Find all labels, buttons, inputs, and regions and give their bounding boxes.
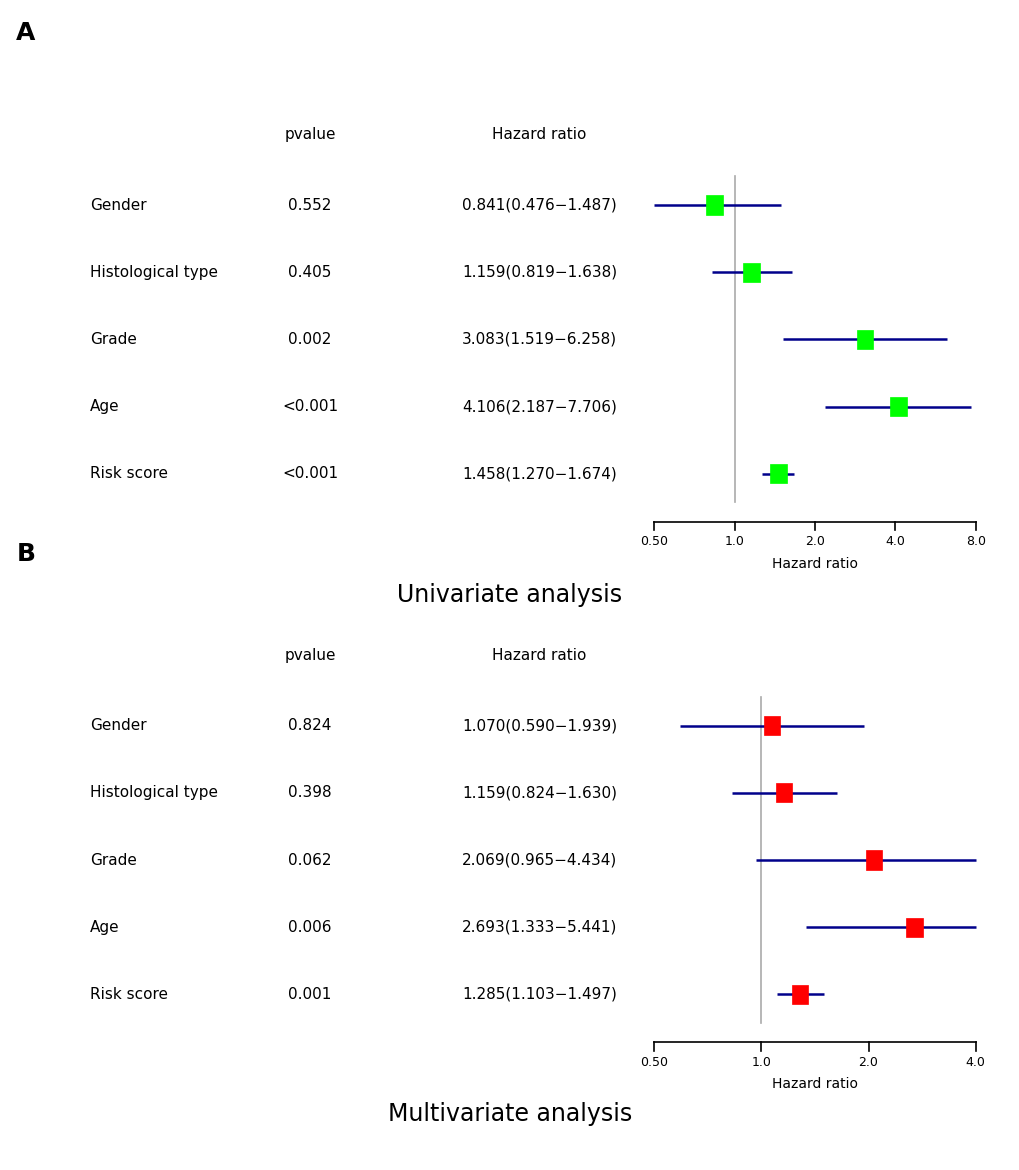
Text: 2.069(0.965−4.434): 2.069(0.965−4.434) xyxy=(462,853,616,867)
Text: pvalue: pvalue xyxy=(284,128,335,143)
Text: 4.106(2.187−7.706): 4.106(2.187−7.706) xyxy=(462,399,616,414)
Bar xyxy=(763,716,780,735)
Text: B: B xyxy=(16,542,36,566)
Text: Univariate analysis: Univariate analysis xyxy=(397,583,622,607)
Text: 0.006: 0.006 xyxy=(288,920,331,935)
Text: 0.50: 0.50 xyxy=(640,1055,667,1068)
Text: 1.285(1.103−1.497): 1.285(1.103−1.497) xyxy=(462,986,616,1002)
Bar xyxy=(743,262,759,282)
Text: Hazard ratio: Hazard ratio xyxy=(492,128,586,143)
Text: 0.50: 0.50 xyxy=(640,535,667,548)
Bar xyxy=(705,195,722,214)
Text: A: A xyxy=(16,21,36,46)
Text: 0.062: 0.062 xyxy=(288,853,331,867)
Text: 4.0: 4.0 xyxy=(884,535,904,548)
Text: Risk score: Risk score xyxy=(90,986,167,1002)
Text: 0.824: 0.824 xyxy=(288,718,331,734)
Bar xyxy=(791,985,808,1004)
Text: Hazard ratio: Hazard ratio xyxy=(771,557,857,571)
Text: 1.159(0.819−1.638): 1.159(0.819−1.638) xyxy=(462,264,616,280)
Bar xyxy=(865,851,881,869)
Text: 0.002: 0.002 xyxy=(288,332,331,346)
Text: Gender: Gender xyxy=(90,718,147,734)
Text: 2.693(1.333−5.441): 2.693(1.333−5.441) xyxy=(462,920,616,935)
Text: Risk score: Risk score xyxy=(90,466,167,481)
Bar xyxy=(775,783,792,803)
Text: 4.0: 4.0 xyxy=(965,1055,984,1068)
Text: Grade: Grade xyxy=(90,332,137,346)
Bar xyxy=(856,330,872,349)
Text: 2.0: 2.0 xyxy=(804,535,824,548)
Text: Multivariate analysis: Multivariate analysis xyxy=(387,1102,632,1127)
Bar xyxy=(890,397,906,417)
Text: 1.458(1.270−1.674): 1.458(1.270−1.674) xyxy=(462,466,616,481)
Text: Gender: Gender xyxy=(90,198,147,213)
Text: 0.001: 0.001 xyxy=(288,986,331,1002)
Bar xyxy=(769,464,786,483)
Text: Age: Age xyxy=(90,399,119,414)
Text: 1.0: 1.0 xyxy=(751,1055,770,1068)
Text: Age: Age xyxy=(90,920,119,935)
Text: Grade: Grade xyxy=(90,853,137,867)
Text: <0.001: <0.001 xyxy=(281,466,338,481)
Text: 1.070(0.590−1.939): 1.070(0.590−1.939) xyxy=(462,718,616,734)
Text: 8.0: 8.0 xyxy=(965,535,984,548)
Text: 0.552: 0.552 xyxy=(288,198,331,213)
Text: 0.398: 0.398 xyxy=(288,785,331,800)
Text: 3.083(1.519−6.258): 3.083(1.519−6.258) xyxy=(462,332,616,346)
Text: 2.0: 2.0 xyxy=(858,1055,877,1068)
Text: Histological type: Histological type xyxy=(90,264,217,280)
Text: 1.159(0.824−1.630): 1.159(0.824−1.630) xyxy=(462,785,616,800)
Text: Hazard ratio: Hazard ratio xyxy=(492,648,586,663)
Text: 1.0: 1.0 xyxy=(725,535,744,548)
Text: Hazard ratio: Hazard ratio xyxy=(771,1078,857,1092)
Text: <0.001: <0.001 xyxy=(281,399,338,414)
Text: 0.405: 0.405 xyxy=(288,264,331,280)
Text: pvalue: pvalue xyxy=(284,648,335,663)
Text: 0.841(0.476−1.487): 0.841(0.476−1.487) xyxy=(462,198,616,213)
Text: Histological type: Histological type xyxy=(90,785,217,800)
Bar xyxy=(905,917,922,937)
